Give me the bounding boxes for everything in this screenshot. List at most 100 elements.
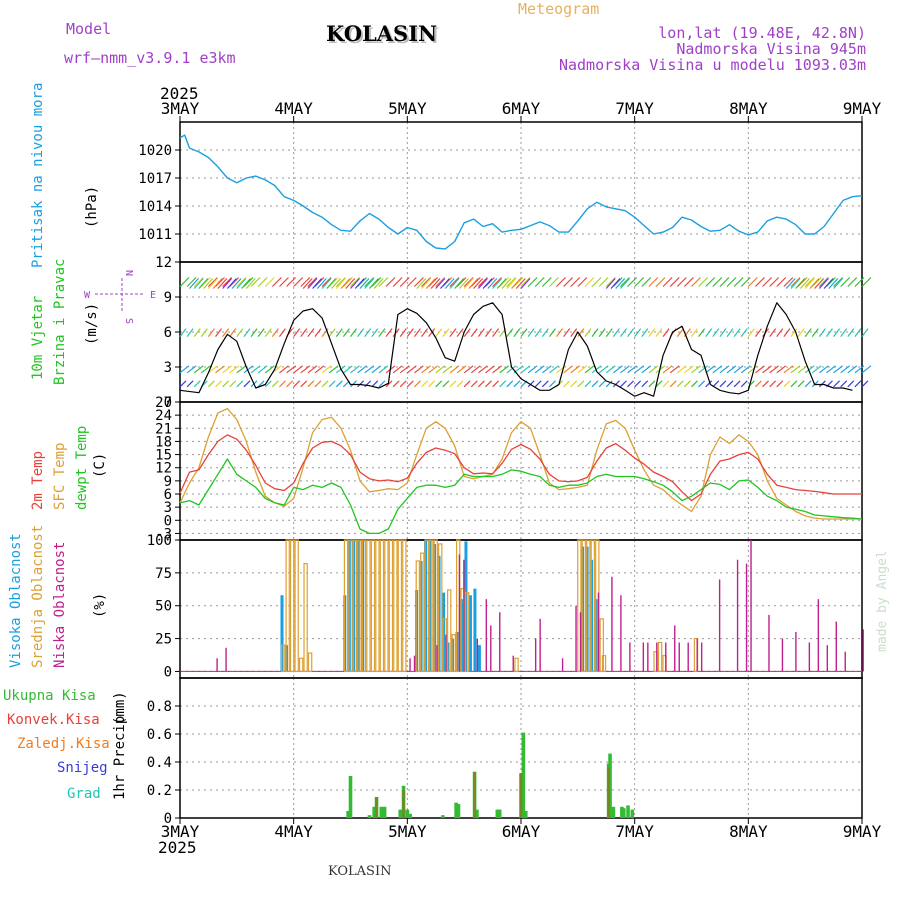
wind-barb-strong [620, 278, 630, 289]
mid-cloud-bar [303, 563, 308, 673]
mid-cloud-bar [384, 539, 389, 673]
wind-barb [755, 380, 762, 388]
wind-compass: W E N S [84, 270, 156, 324]
wind-barb [655, 277, 666, 287]
wind-barb [676, 277, 687, 287]
total-precip-bar [523, 811, 528, 818]
wind-barb [669, 365, 680, 374]
wind-barb [676, 380, 684, 388]
wind-barb [207, 328, 215, 338]
wind-barb [414, 365, 424, 374]
wind-barb [719, 365, 730, 374]
mid-cloud-bar [298, 657, 304, 673]
wind-barb [193, 277, 204, 287]
wind-barb [499, 380, 507, 388]
wind-barb-strong [364, 278, 375, 289]
wind-barb [435, 277, 446, 287]
wind-barb [776, 277, 787, 287]
wind-barb [641, 380, 649, 388]
wind-barb [783, 328, 791, 338]
wind-barb [740, 365, 751, 374]
wind-barb [335, 328, 343, 338]
day-label-top: 4MAY [274, 99, 313, 118]
wind-barb [293, 277, 304, 287]
pressure-line [179, 134, 863, 250]
wind-barb [847, 277, 858, 287]
wind-barb [854, 277, 865, 287]
wind-barb [520, 365, 531, 374]
temperature-tick-label: 15 [155, 448, 172, 464]
wind-barb [456, 328, 464, 338]
mid-cloud-bar [375, 539, 380, 673]
precip-tick-label: 0.8 [147, 699, 172, 715]
day-label-bottom: 9MAY [843, 822, 882, 841]
wind-barb [740, 380, 748, 388]
wind-barb [548, 328, 556, 338]
mid-cloud-bar [415, 560, 421, 673]
total-precip-bar [456, 804, 461, 818]
wind-barb [556, 328, 564, 338]
station-title: KOLASIN [326, 21, 437, 46]
wind-barb [236, 380, 244, 388]
wind-barb [833, 380, 841, 388]
wind-barb [584, 365, 595, 374]
elevation-text: Nadmorska Visina 945m [676, 40, 866, 58]
legend-freezing-precip: Zaledj.Kisa [17, 736, 110, 752]
wind-barb [662, 365, 673, 374]
wind-barb [314, 365, 325, 374]
wind-barb [612, 328, 620, 338]
wind-barb [790, 365, 801, 374]
wind-barb [449, 365, 460, 374]
wind-barb-strong [354, 278, 365, 289]
wind-barb [662, 328, 670, 338]
wind-barb [186, 365, 197, 374]
wind-barb-strong [222, 278, 233, 289]
wind-barb [392, 365, 403, 374]
wind-barb [726, 328, 734, 338]
wind-barb [783, 380, 791, 388]
wind-barb [286, 365, 296, 374]
wind-barb-strong [463, 278, 474, 289]
precip-panel: 0 0.2 0.4 0.6 0.8 [147, 677, 863, 827]
wind-barb [541, 365, 552, 374]
wind-barb [811, 365, 822, 374]
wind-barb-strong [492, 278, 503, 289]
wind-barb [193, 380, 201, 388]
wind-barb [264, 380, 272, 388]
wind-barb [818, 328, 826, 338]
wind-tick-label: 9 [164, 290, 172, 306]
wind-barb-strong [193, 278, 204, 289]
temp-unit-label: (C) [92, 453, 108, 478]
wind-barb-strong [189, 278, 199, 289]
wind-barb [733, 277, 744, 287]
wind-barb [307, 328, 315, 338]
wind-barb [527, 277, 538, 287]
wind-barb [357, 365, 367, 374]
wind-barb [712, 380, 720, 388]
wind-barb [222, 365, 232, 374]
wind-barb [385, 380, 393, 388]
wind-barb [733, 365, 744, 374]
wind-barb [477, 328, 485, 338]
wind-barb [591, 277, 602, 287]
total-precip-bar [608, 753, 612, 818]
wind-barb [279, 380, 286, 388]
mid-cloud-bar [370, 539, 376, 673]
mid-cloud-bar [397, 539, 403, 673]
wind-barb [762, 277, 772, 287]
legend-conv-precip: Konvek.Kisa [7, 712, 100, 728]
compass-south: S [123, 318, 134, 324]
wind-barb [584, 328, 592, 338]
wind-barb [683, 380, 691, 388]
wind-barb [747, 277, 758, 287]
wind-barb [335, 277, 346, 287]
wind-barb [819, 365, 829, 374]
wind-barb [705, 328, 713, 338]
wind-barb [698, 328, 706, 338]
wind-barb [833, 328, 841, 338]
wind-barb-strong [231, 278, 242, 289]
wind-barb [627, 380, 634, 388]
wind-barb [548, 277, 559, 287]
wind-barb [207, 380, 215, 388]
wind-barb [307, 380, 315, 388]
